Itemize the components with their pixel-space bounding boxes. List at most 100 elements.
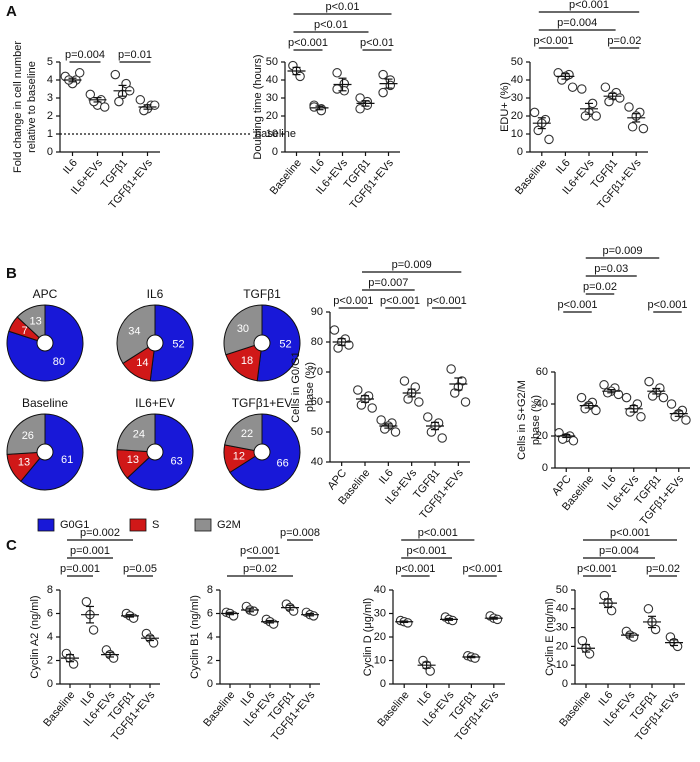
y-axis-label: Cyclin A2 (ng/ml) — [29, 595, 41, 678]
data-point — [621, 392, 632, 403]
p-value: p<0.01 — [360, 37, 394, 49]
legend-label: S — [152, 519, 159, 531]
p-value: p<0.001 — [288, 37, 328, 49]
data-point — [627, 122, 638, 132]
data-point — [460, 397, 471, 407]
p-value: p<0.001 — [463, 563, 503, 575]
y-tick-label: 6 — [47, 607, 53, 619]
p-value: p=0.009 — [392, 259, 432, 271]
p-value: p=0.02 — [243, 563, 277, 575]
y-tick-label: 30 — [266, 92, 278, 104]
data-point — [591, 405, 601, 416]
y-axis-label: relative to baseline — [26, 61, 38, 153]
y-tick-label: 50 — [556, 584, 568, 596]
data-point — [643, 604, 654, 614]
p-value: p<0.01 — [326, 1, 360, 13]
p-value: p<0.001 — [577, 563, 617, 575]
p-value: p<0.001 — [395, 563, 435, 575]
pie-value-label: 7 — [22, 325, 28, 337]
pie-slice — [224, 413, 263, 453]
pie-value-label: 12 — [233, 450, 245, 462]
pie-value-label: 18 — [241, 355, 253, 367]
y-tick-label: 40 — [556, 603, 568, 615]
data-point — [329, 325, 340, 335]
data-point — [544, 134, 554, 145]
pie-hole — [253, 443, 271, 461]
data-point — [379, 424, 390, 434]
y-tick-label: 5 — [47, 56, 53, 68]
y-axis-label: Doubling time (hours) — [252, 54, 264, 159]
y-tick-label: 2 — [207, 654, 213, 666]
data-point — [672, 641, 683, 652]
p-value: p<0.001 — [610, 527, 650, 539]
data-point — [681, 415, 691, 425]
y-axis-label: Cells in S+G2/M — [516, 380, 528, 460]
pie-slice — [225, 342, 263, 382]
y-tick-label: 10 — [511, 128, 523, 140]
data-point — [367, 403, 377, 413]
data-point — [399, 376, 410, 386]
y-tick-label: 10 — [374, 654, 386, 666]
y-axis-label: Cells in G0/G1 — [290, 351, 302, 423]
data-point — [580, 404, 590, 414]
y-tick-label: 0 — [542, 462, 548, 474]
y-tick-label: 40 — [311, 456, 323, 468]
data-point — [114, 96, 124, 107]
p-value: p<0.001 — [418, 527, 458, 539]
x-tick-label: IL6 — [61, 157, 80, 176]
pie-value-label: 24 — [133, 429, 145, 441]
y-tick-label: 30 — [374, 607, 386, 619]
data-point — [414, 397, 424, 407]
x-tick-label: IL6 — [554, 157, 573, 176]
p-value: p<0.001 — [557, 299, 597, 311]
pie-value-label: 34 — [128, 326, 140, 338]
data-point — [638, 123, 649, 134]
y-tick-label: 50 — [266, 56, 278, 68]
y-tick-label: 2 — [47, 654, 53, 666]
y-tick-label: 8 — [47, 584, 53, 596]
data-point — [529, 107, 540, 118]
y-tick-label: 40 — [374, 584, 386, 596]
y-axis-label: phase (%) — [530, 395, 542, 445]
p-value: p=0.02 — [607, 35, 641, 47]
y-tick-label: 90 — [311, 306, 323, 318]
data-point — [533, 125, 543, 136]
x-tick-label: IL6 — [600, 473, 619, 492]
pie-value-label: 26 — [22, 430, 34, 442]
data-point — [378, 87, 388, 98]
p-value: p<0.001 — [647, 299, 687, 311]
data-point — [446, 364, 456, 374]
pie-hole — [146, 334, 164, 352]
y-tick-label: 6 — [207, 607, 213, 619]
pie-title: IL6 — [147, 287, 164, 301]
y-tick-label: 30 — [556, 622, 568, 634]
y-tick-label: 4 — [47, 74, 53, 86]
data-point — [606, 605, 617, 616]
data-point — [613, 389, 624, 400]
p-value: p=0.02 — [583, 281, 617, 293]
data-point — [584, 649, 595, 659]
p-value: p=0.02 — [646, 563, 680, 575]
x-tick-label: IL6 — [415, 689, 434, 708]
p-value: p<0.001 — [380, 295, 420, 307]
y-axis-label: EDU+ (%) — [499, 82, 511, 132]
data-point — [108, 653, 119, 663]
data-point — [449, 388, 460, 398]
y-tick-label: 0 — [47, 678, 53, 690]
data-point — [88, 625, 99, 635]
y-tick-label: 20 — [556, 640, 568, 652]
data-point — [149, 100, 160, 110]
pie-value-label: 52 — [172, 338, 184, 350]
pie-slice — [149, 304, 194, 382]
pie-title: IL6+EV — [135, 396, 175, 410]
pie-slice — [116, 413, 156, 453]
data-point — [135, 95, 146, 105]
pie-value-label: 30 — [237, 323, 249, 335]
y-tick-label: 40 — [536, 398, 548, 410]
data-point — [576, 392, 587, 403]
p-value: p=0.004 — [65, 49, 105, 61]
panel-letter: A — [6, 3, 17, 20]
x-tick-label: Baseline — [41, 689, 77, 729]
y-axis-label: phase (%) — [304, 362, 316, 412]
data-point — [378, 69, 388, 80]
